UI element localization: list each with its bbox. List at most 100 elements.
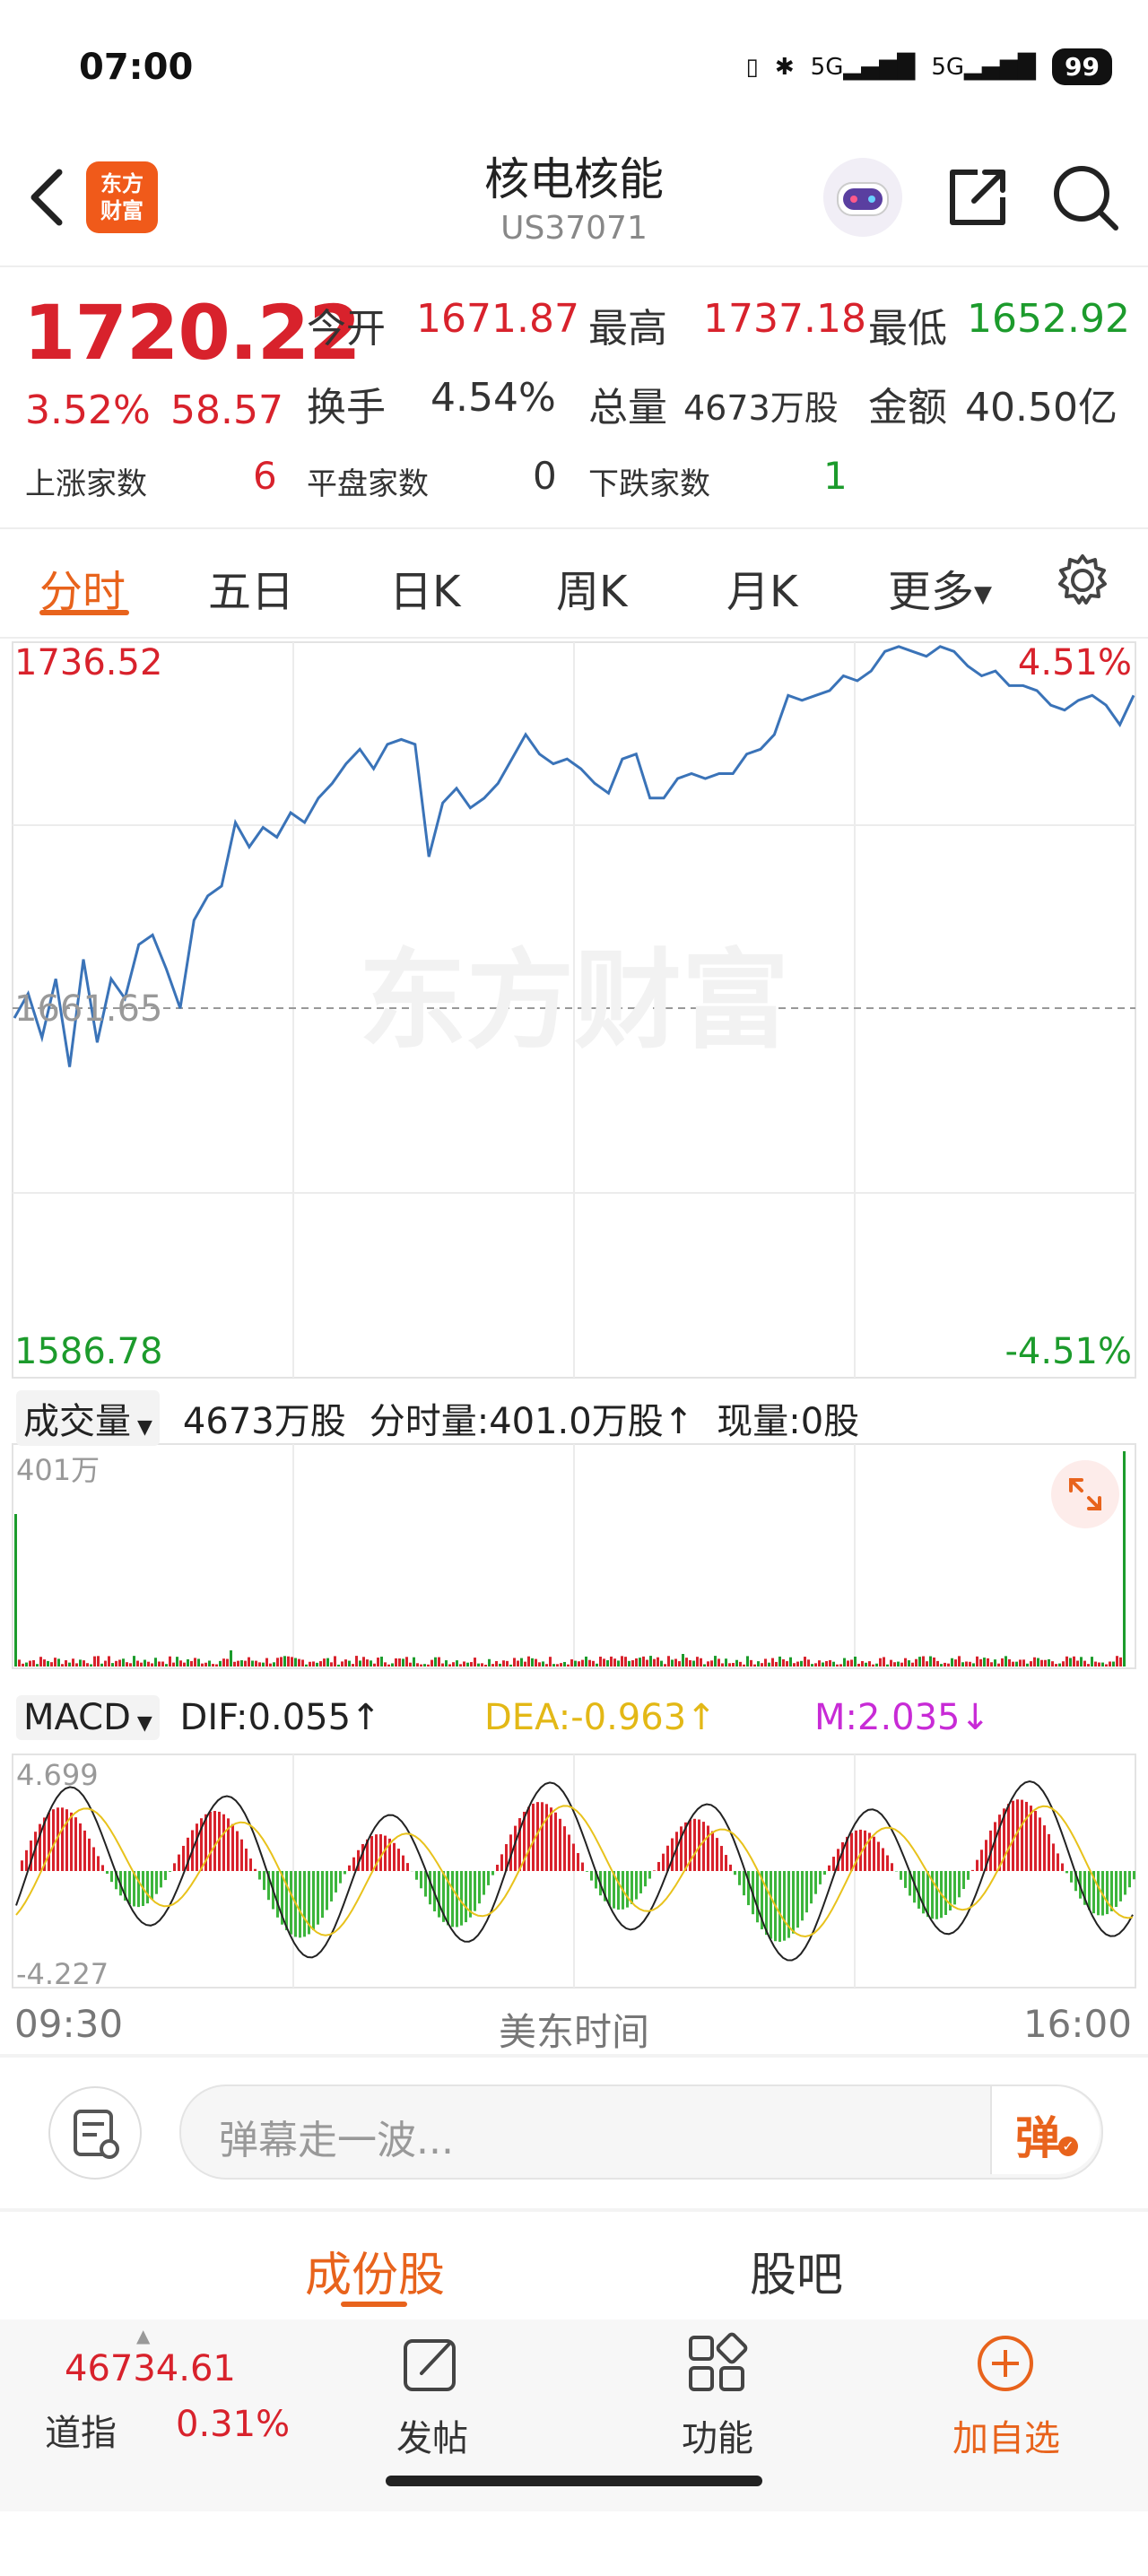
volume-bar — [1119, 1658, 1122, 1667]
volume-bar — [1105, 1664, 1108, 1667]
volume-bar — [613, 1658, 616, 1667]
volume-bar — [169, 1657, 171, 1667]
volume-bar — [1062, 1661, 1065, 1667]
macd-bar — [891, 1863, 893, 1871]
status-icons: ▯ ✱ 5G▂▄▆█ 5G▂▄▆█ 99 — [746, 48, 1112, 85]
volume-bar — [567, 1665, 570, 1667]
volume-bar — [187, 1659, 189, 1667]
volume-bar — [868, 1661, 871, 1667]
volume-bar — [366, 1659, 369, 1667]
functions-icon[interactable] — [685, 2332, 748, 2395]
check-icon: ✓ — [1058, 2137, 1078, 2156]
macd-bar — [680, 1826, 683, 1871]
chart-bottom-pct: -4.51% — [1004, 1331, 1132, 1372]
macd-bar — [976, 1860, 978, 1871]
volume-bar — [965, 1661, 968, 1667]
volume-bar — [836, 1665, 839, 1667]
tab-daily-k[interactable]: 日K — [389, 556, 460, 619]
macd-bar — [406, 1863, 409, 1871]
post-icon[interactable] — [400, 2332, 463, 2395]
index-value[interactable]: 46734.61 — [65, 2348, 236, 2389]
macd-bar — [904, 1871, 907, 1888]
share-icon[interactable] — [942, 161, 1013, 233]
volume-bar — [832, 1662, 835, 1667]
macd-bar — [796, 1871, 799, 1928]
macd-bar — [151, 1871, 153, 1900]
macd-bar — [617, 1871, 620, 1910]
volume-bar — [362, 1657, 365, 1667]
volume-bar — [883, 1657, 885, 1667]
macd-bar — [263, 1871, 265, 1890]
collapse-arrow-icon[interactable]: ▲ — [136, 2325, 150, 2346]
macd-bar — [65, 1809, 68, 1871]
dropdown-caret-icon: ▼ — [131, 1416, 152, 1439]
ai-assistant-icon[interactable] — [823, 158, 902, 237]
volume-bar — [678, 1661, 681, 1667]
tab-monthly-k[interactable]: 月K — [726, 556, 797, 619]
index-name[interactable]: 道指 — [45, 2404, 117, 2456]
macd-bar — [1048, 1834, 1050, 1871]
volume-bar — [405, 1657, 408, 1667]
tab-forum[interactable]: 股吧 — [750, 2237, 843, 2304]
macd-bar — [832, 1857, 835, 1871]
macd-bar — [819, 1871, 822, 1884]
macd-bar — [451, 1871, 454, 1927]
volume-bar — [309, 1662, 311, 1667]
volume-bar — [671, 1659, 674, 1667]
post-label[interactable]: 发帖 — [396, 2409, 468, 2461]
vibrate-icon: ▯ — [746, 54, 759, 81]
volume-bar — [1069, 1658, 1072, 1667]
volume-selector[interactable]: 成交量 ▼ — [16, 1390, 160, 1446]
add-watchlist-icon[interactable] — [974, 2332, 1037, 2395]
macd-bar — [487, 1871, 490, 1885]
macd-bar — [792, 1871, 795, 1934]
settings-icon[interactable] — [1053, 551, 1112, 610]
volume-bar — [499, 1664, 501, 1667]
volume-bar — [728, 1663, 731, 1667]
danmu-button[interactable]: 弹 ✓ — [990, 2086, 1100, 2174]
volume-bar — [592, 1661, 595, 1667]
volume-bar — [560, 1663, 562, 1667]
volume-bar — [829, 1660, 831, 1667]
volume-bar — [29, 1661, 31, 1667]
search-icon[interactable] — [1048, 160, 1123, 235]
tab-weekly-k[interactable]: 周K — [556, 556, 627, 619]
macd-bar — [814, 1871, 817, 1894]
change-percent: 3.52% — [25, 387, 151, 433]
macd-bar — [980, 1849, 983, 1871]
functions-label[interactable]: 功能 — [682, 2409, 753, 2461]
tab-components[interactable]: 成份股 — [305, 2237, 445, 2304]
volume-bar — [25, 1663, 28, 1667]
add-watchlist-label[interactable]: 加自选 — [952, 2409, 1060, 2461]
macd-bar — [164, 1871, 167, 1880]
volume-bar — [448, 1664, 451, 1667]
volume-bar — [68, 1663, 71, 1667]
dif-value: DIF:0.055↑ — [180, 1697, 381, 1738]
volume-bar — [22, 1664, 24, 1667]
volume-bar — [1087, 1664, 1090, 1667]
tab-more[interactable]: 更多▼ — [888, 556, 992, 619]
macd-bar — [1128, 1871, 1131, 1887]
volume-bar — [646, 1660, 648, 1667]
macd-bar — [648, 1871, 651, 1879]
macd-bar — [581, 1863, 584, 1871]
macd-bar — [21, 1860, 23, 1871]
chart-top-price: 1736.52 — [14, 642, 162, 683]
volume-bar — [1080, 1657, 1083, 1667]
volume-bar — [764, 1658, 767, 1667]
macd-bar — [1039, 1817, 1041, 1871]
macd-bar — [828, 1866, 831, 1871]
chart-top-pct: 4.51% — [1018, 642, 1132, 683]
volume-bar — [542, 1661, 544, 1667]
expand-icon[interactable] — [1051, 1460, 1119, 1528]
comment-settings-icon[interactable] — [48, 2086, 142, 2180]
tab-five-day[interactable]: 五日 — [208, 556, 294, 619]
volume-bar — [850, 1659, 853, 1667]
macd-selector[interactable]: MACD ▼ — [16, 1695, 160, 1740]
volume-bar — [319, 1661, 322, 1667]
macd-bar — [1025, 1802, 1028, 1871]
volume-bar — [603, 1658, 605, 1667]
volume-bar — [474, 1658, 476, 1667]
volume-bar — [1044, 1660, 1047, 1667]
index-change[interactable]: 0.31% — [176, 2404, 290, 2445]
